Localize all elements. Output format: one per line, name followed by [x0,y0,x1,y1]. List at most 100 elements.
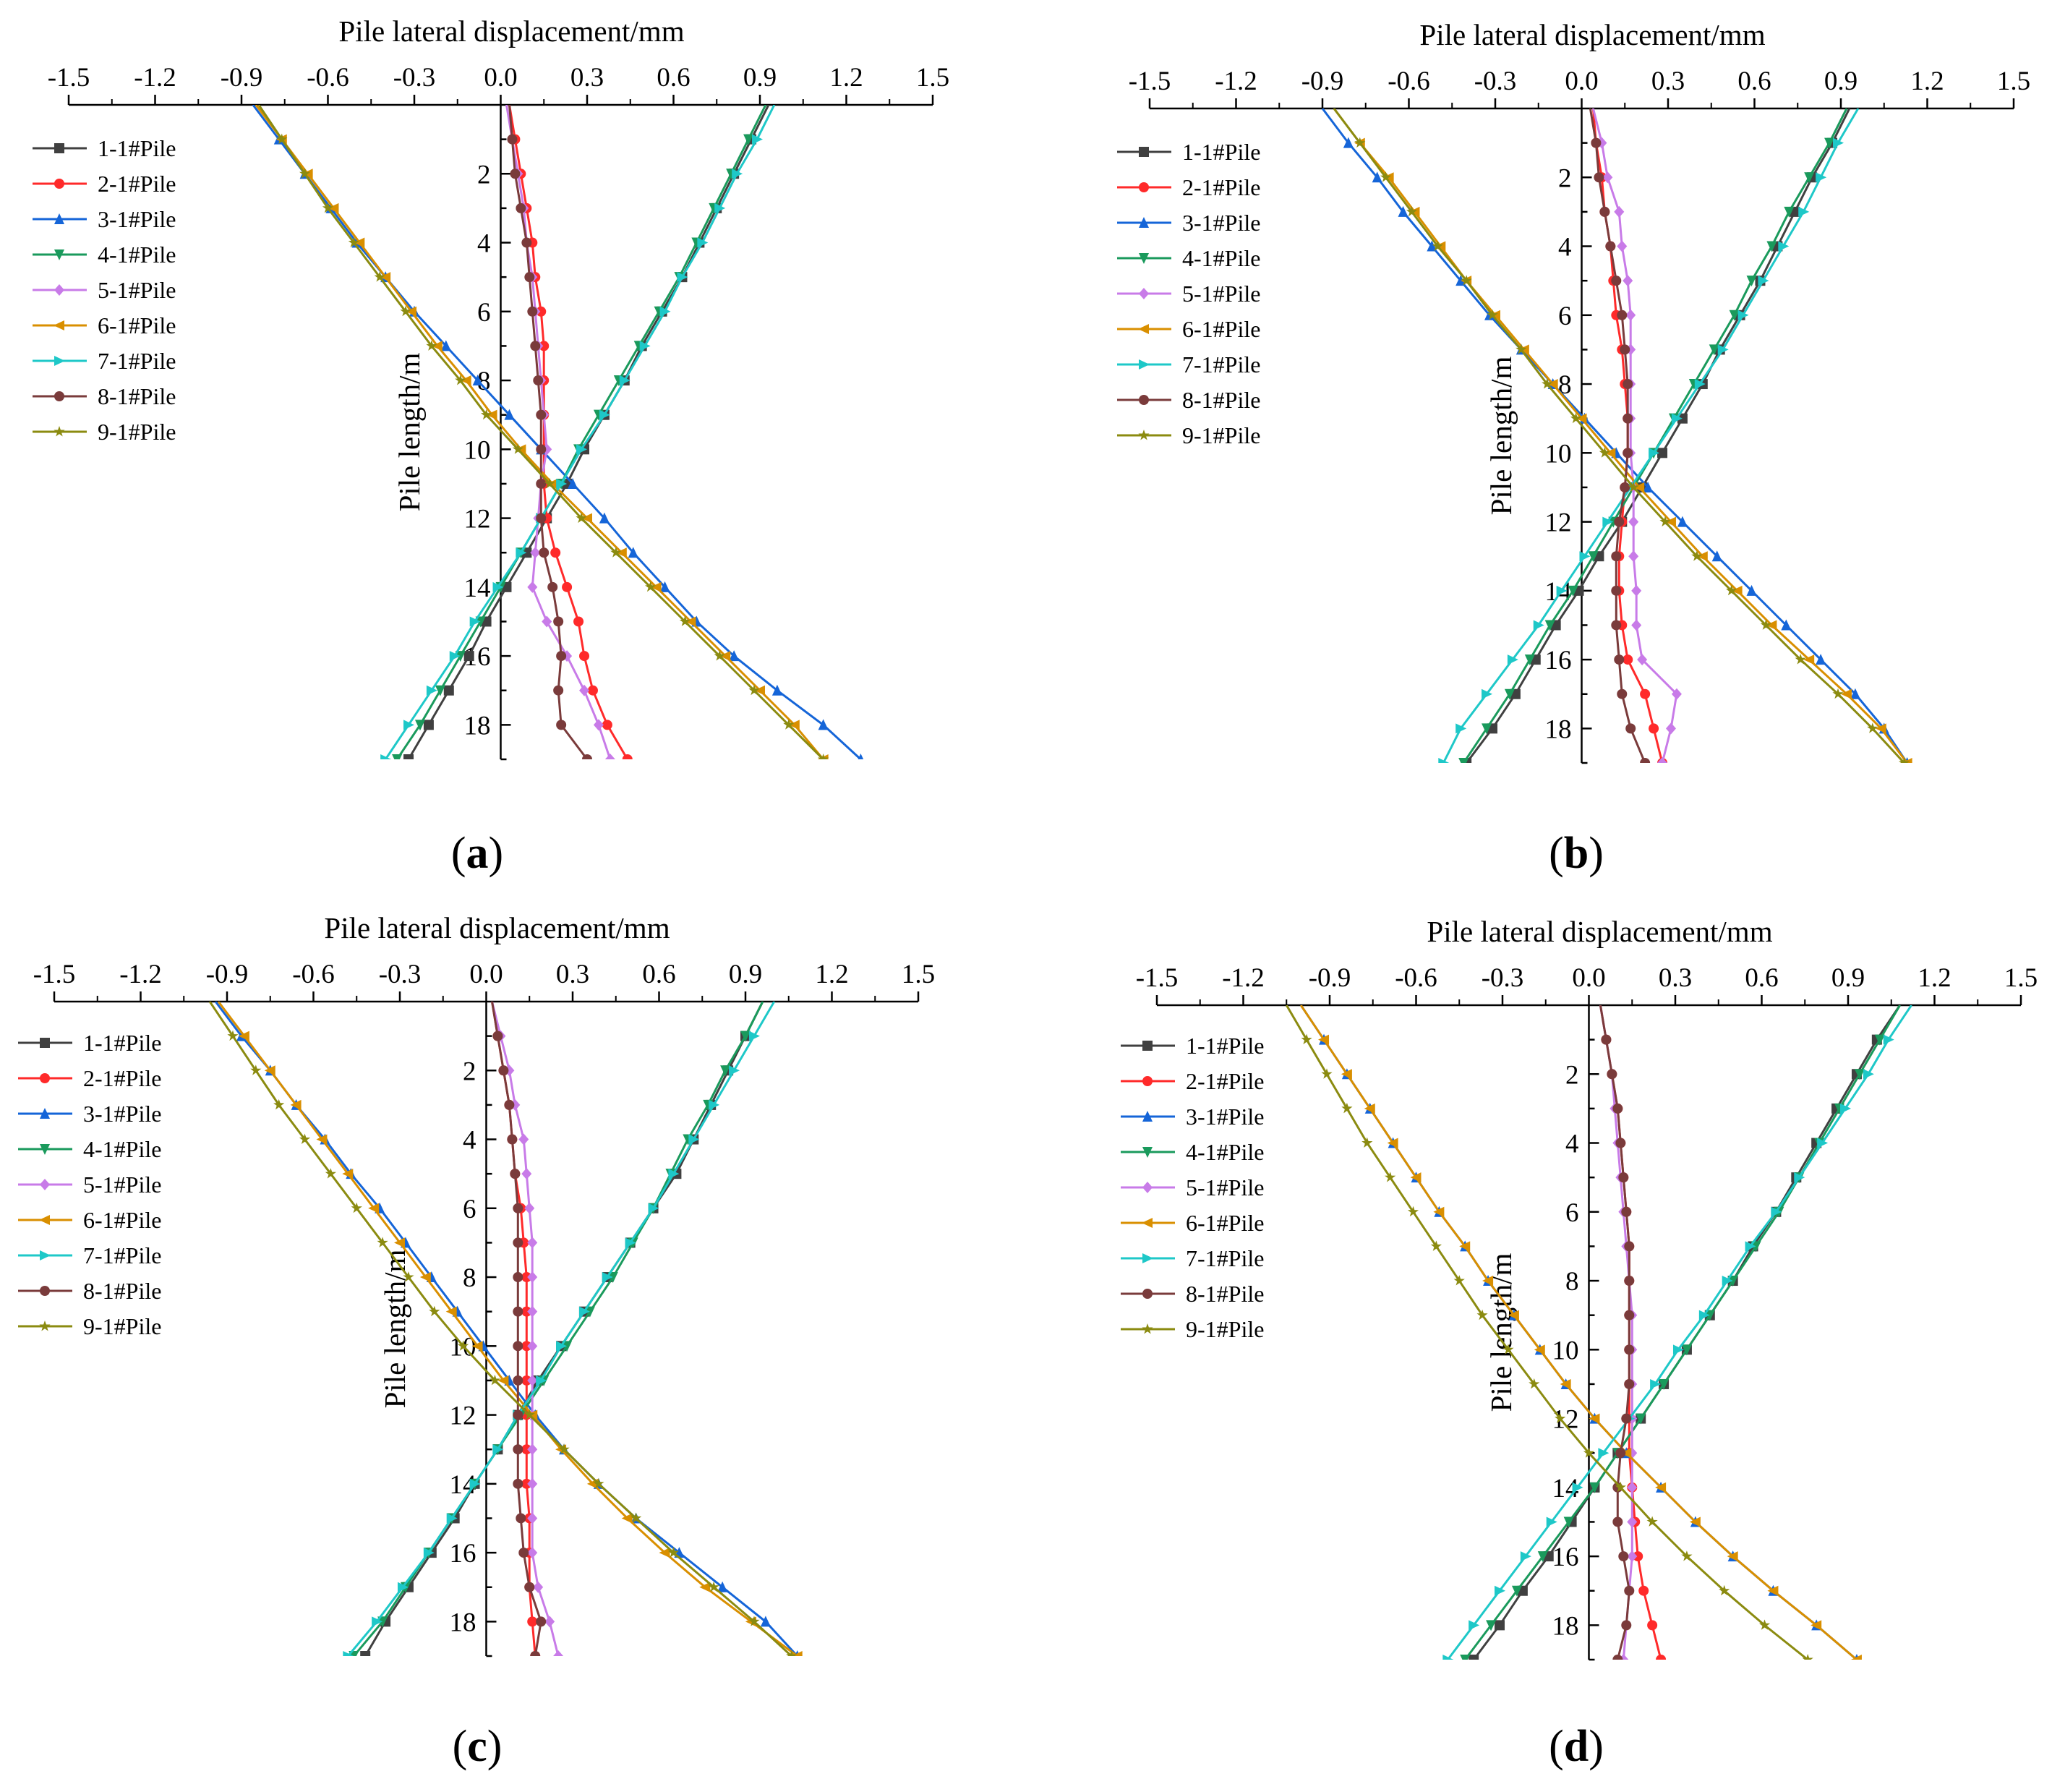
x-tick-label: -0.6 [307,63,349,93]
panel-label: (a) [451,829,503,878]
panel-label: (c) [453,1722,503,1771]
data-point [431,341,443,351]
series-4-1#Pile [1458,108,1848,763]
x-tick-label: -0.9 [1309,963,1351,993]
data-point [446,1513,458,1524]
y-tick-label: 10 [464,435,491,465]
legend-marker [1142,1041,1153,1051]
data-point [1385,1172,1396,1182]
y-tick-label: 4 [1558,233,1572,263]
data-point [1579,551,1591,562]
data-point [1410,1172,1422,1183]
y-tick-label: 18 [1552,1611,1579,1641]
legend-marker [39,1320,51,1331]
series-line [508,105,589,759]
series-3-1#Pile [1299,1005,1860,1660]
data-point [1372,171,1382,183]
data-point [536,1375,547,1386]
data-point [458,1340,469,1351]
data-point [1628,481,1639,492]
legend-entry: 4-1#Pile [18,1136,161,1162]
legend-label: 2-1#Pile [83,1065,161,1091]
legend-label: 1-1#Pile [1182,139,1260,165]
legend-entry: 7-1#Pile [18,1242,161,1268]
data-point [788,720,800,730]
legend-label: 7-1#Pile [1182,351,1260,377]
data-point [1824,137,1835,149]
data-point [752,134,764,145]
y-tick-label: 16 [1552,1543,1579,1572]
y-tick-label: 14 [464,573,491,603]
data-point [1520,1551,1531,1562]
legend-label: 2-1#Pile [1182,174,1260,200]
data-point [1354,137,1366,148]
legend-marker [1139,217,1149,228]
x-tick-label: 1.2 [829,63,863,93]
y-tick-label: 8 [463,1263,476,1293]
data-point [527,1340,538,1352]
data-point [536,478,547,489]
legend-marker [54,391,64,401]
data-point [527,1271,538,1284]
series-3-1#Pile [1321,108,1910,763]
legend-marker [54,356,65,366]
data-point [513,1237,523,1248]
data-point [524,1582,535,1592]
data-point [1709,344,1719,356]
series-line [1462,108,1848,763]
legend-entry: 6-1#Pile [1121,1210,1264,1236]
x-tick-label: 0.3 [1659,963,1692,993]
data-point [1495,1585,1506,1596]
data-point [1618,1551,1629,1562]
legend-label: 9-1#Pile [1182,422,1260,448]
data-point [1453,1275,1465,1286]
data-point [1840,1103,1852,1114]
data-point [667,1547,679,1558]
series-line [255,105,824,759]
x-tick-label: 1.5 [902,960,935,989]
legend-label: 8-1#Pile [1182,387,1260,413]
series-7-1#Pile [1442,1005,1912,1660]
data-point [1482,688,1493,699]
data-point [760,1616,771,1627]
data-point [351,1202,362,1213]
x-tick-label: -0.6 [1388,67,1430,96]
data-point [1461,275,1472,286]
data-point [316,1134,328,1145]
y-tick-label: 6 [463,1195,476,1224]
data-point [1407,1206,1419,1217]
data-point [1341,1102,1353,1114]
legend-marker [1138,324,1149,334]
data-point [419,1272,431,1283]
data-point [299,1133,311,1144]
data-point [1657,448,1668,458]
y-tick-label: 18 [464,711,491,741]
data-point [1717,344,1729,355]
data-point [556,651,567,662]
data-point [622,754,633,759]
data-point [472,375,483,386]
x-tick-label: 0.9 [743,63,777,93]
legend-entry: 5-1#Pile [33,277,176,303]
data-point [516,202,526,213]
data-point [394,1237,405,1248]
data-point [380,754,392,759]
legend-label: 5-1#Pile [1186,1174,1264,1200]
data-point [507,134,518,145]
data-point [1611,276,1622,286]
series-8-1#Pile [1599,1005,1635,1660]
data-point [492,1444,504,1455]
data-point [576,512,587,524]
data-point [1572,1482,1583,1493]
x-tick-label: 0.3 [1651,67,1685,96]
data-point [1625,723,1636,734]
data-point [443,685,454,696]
data-point [536,306,547,317]
y-tick-label: 16 [1545,646,1572,675]
data-point [1605,241,1616,252]
data-point [1803,654,1815,665]
data-point [582,754,592,759]
data-point [1767,1585,1779,1596]
data-point [1486,1620,1497,1631]
